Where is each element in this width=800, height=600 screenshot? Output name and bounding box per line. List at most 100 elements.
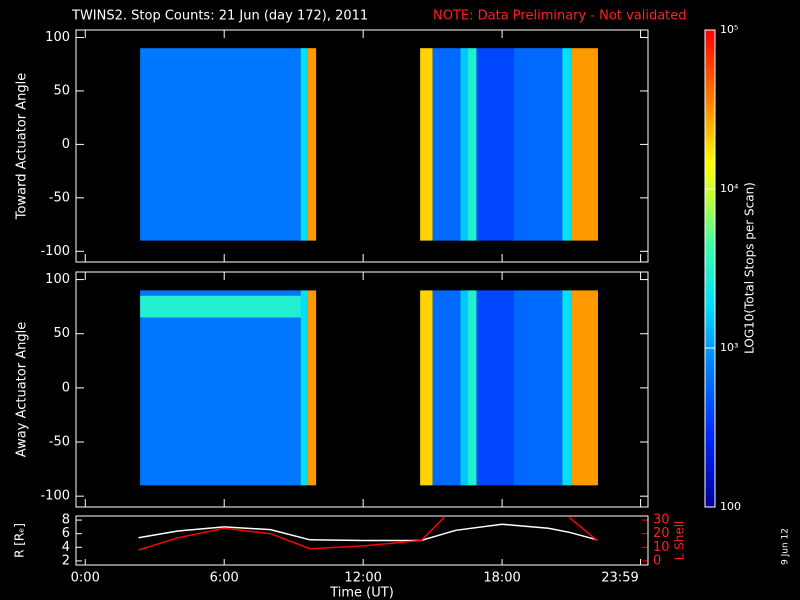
colorbar-segment [705,367,715,373]
colorbar-segment [705,399,715,405]
colorbar-segment [705,101,715,107]
colorbar-segment [705,236,715,242]
colorbar-tick-label: 10³ [720,341,738,354]
colorbar-segment [705,169,715,174]
colorbar-segment [705,375,715,381]
colorbar-segment [705,117,715,122]
colorbar-segment [705,403,715,409]
chart-title: TWINS2. Stop Counts: 21 Jun (day 172), 2… [71,9,368,24]
colorbar-segment [705,244,715,250]
colorbar-segment [705,97,715,103]
colorbar-tick-label: 100 [720,500,741,513]
heatmap-cell [562,290,572,486]
colorbar-segment [705,328,715,333]
heatmap-cell [476,48,514,241]
colorbar-segment [705,387,715,393]
colorbar-segment [705,268,715,273]
colorbar-segment [705,419,715,425]
colorbar-segment [705,224,715,230]
colorbar-segment [705,181,715,186]
colorbar-segment [705,499,715,504]
colorbar-segment [705,125,715,130]
colorbar-segment [705,61,715,67]
y-tick-label: 8 [62,513,70,528]
colorbar-segment [705,459,715,464]
colorbar-segment [705,439,715,444]
colorbar-segment [705,467,715,472]
colorbar-segment [705,105,715,110]
colorbar-segment [705,260,715,266]
colorbar-segment [705,359,715,365]
colorbar-segment [705,351,715,357]
colorbar-segment [705,121,715,126]
x-axis-label: Time (UT) [329,586,394,600]
colorbar-segment [705,216,715,222]
colorbar-segment [705,89,715,95]
heatmap-cell [432,290,461,486]
colorbar-segment [705,383,715,389]
heatmap-cell [513,48,563,241]
y-tick-label: 6 [62,526,70,541]
heatmap-cell [513,290,563,486]
colorbar-segment [705,81,715,87]
colorbar-segment [705,173,715,178]
y2-tick-label: 30 [653,513,670,528]
y-tick-label: 100 [45,272,70,287]
colorbar-segment [705,300,715,305]
colorbar-segment [705,30,715,35]
colorbar-segment [705,324,715,329]
colorbar-segment [705,423,715,428]
colorbar-segment [705,487,715,492]
colorbar-segment [705,113,715,118]
colorbar-tick-label: 10⁵ [720,23,738,36]
colorbar-segment [705,304,715,309]
colorbar-segment [705,475,715,480]
y-axis-label: Away Actuator Angle [15,322,30,457]
colorbar-segment [705,208,715,214]
heatmap-cell [476,290,514,486]
colorbar-segment [705,137,715,142]
colorbar-segment [705,312,715,317]
colorbar-segment [705,93,715,99]
colorbar-segment [705,483,715,488]
colorbar-segment [705,316,715,321]
heatmap-cell [571,48,598,241]
colorbar-segment [705,73,715,79]
colorbar-segment [705,411,715,417]
colorbar-segment [705,371,715,377]
y-tick-label: 0 [62,137,70,152]
colorbar-segment [705,153,715,158]
colorbar-segment [705,427,715,432]
colorbar-segment [705,185,715,190]
colorbar-segment [705,479,715,484]
heatmap [140,290,598,486]
colorbar-segment [705,240,715,246]
heatmap-cell [460,48,468,241]
colorbar-segment [705,491,715,496]
y2-axis-label: L Shell [673,521,687,561]
colorbar-segment [705,192,715,198]
colorbar-segment [705,407,715,413]
y-tick-label: 50 [53,326,70,341]
y-tick-label: -100 [40,244,70,259]
y-tick-label: 50 [53,83,70,98]
series-line [138,516,598,551]
y-tick-label: -50 [49,435,70,450]
colorbar-segment [705,133,715,138]
heatmap-cell [300,48,308,241]
y-tick-label: -50 [49,190,70,205]
colorbar-segment [705,77,715,83]
colorbar-segment [705,232,715,238]
colorbar-segment [705,332,715,337]
y-tick-label: 4 [62,540,70,555]
colorbar-tick-label: 10⁴ [720,182,739,195]
heatmap-cell [432,48,461,241]
colorbar-label: LOG10(Total Stops per Scan) [743,182,757,354]
colorbar-segment [705,189,715,194]
heatmap-cell [300,290,308,486]
colorbar-segment [705,455,715,460]
colorbar-segment [705,471,715,476]
colorbar-segment [705,431,715,436]
